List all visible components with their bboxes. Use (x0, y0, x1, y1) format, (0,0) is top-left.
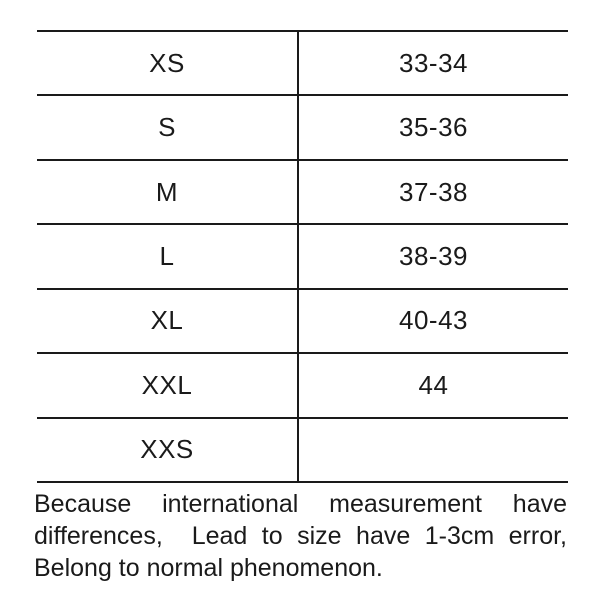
disclaimer-note: Because international measurement have d… (34, 488, 567, 584)
size-range-cell: 38-39 (399, 240, 468, 271)
table-row: XXS (37, 418, 568, 481)
size-chart-table: XS 33-34 S 35-36 M 37-38 L 38-39 XL 40-4… (37, 30, 568, 483)
size-range-cell: 33-34 (399, 47, 468, 78)
note-line-2: differences, Lead to size have 1-3cm err… (34, 522, 567, 550)
size-range-cell: 35-36 (399, 112, 468, 143)
note-line-3: Belong to normal phenomenon. (34, 554, 383, 582)
table-row: M 37-38 (37, 160, 568, 226)
size-label-cell: XS (37, 32, 299, 95)
size-range-cell: 37-38 (399, 176, 468, 207)
table-row: XL 40-43 (37, 289, 568, 355)
table-row: XXL 44 (37, 354, 568, 419)
size-label-cell: XXS (37, 418, 299, 481)
note-line-1: Because international measurement have (34, 490, 567, 518)
size-label-cell: S (37, 96, 299, 159)
table-row: L 38-39 (37, 225, 568, 290)
table-row: XS 33-34 (37, 32, 568, 97)
size-range-cell: 40-43 (399, 305, 468, 336)
size-label-cell: M (37, 160, 299, 224)
size-label-cell: XL (37, 289, 299, 353)
size-range-cell (299, 419, 568, 481)
size-range-cell: 44 (418, 369, 449, 400)
table-row: S 35-36 (37, 96, 568, 161)
size-label-cell: L (37, 225, 299, 288)
size-label-cell: XXL (37, 354, 299, 417)
